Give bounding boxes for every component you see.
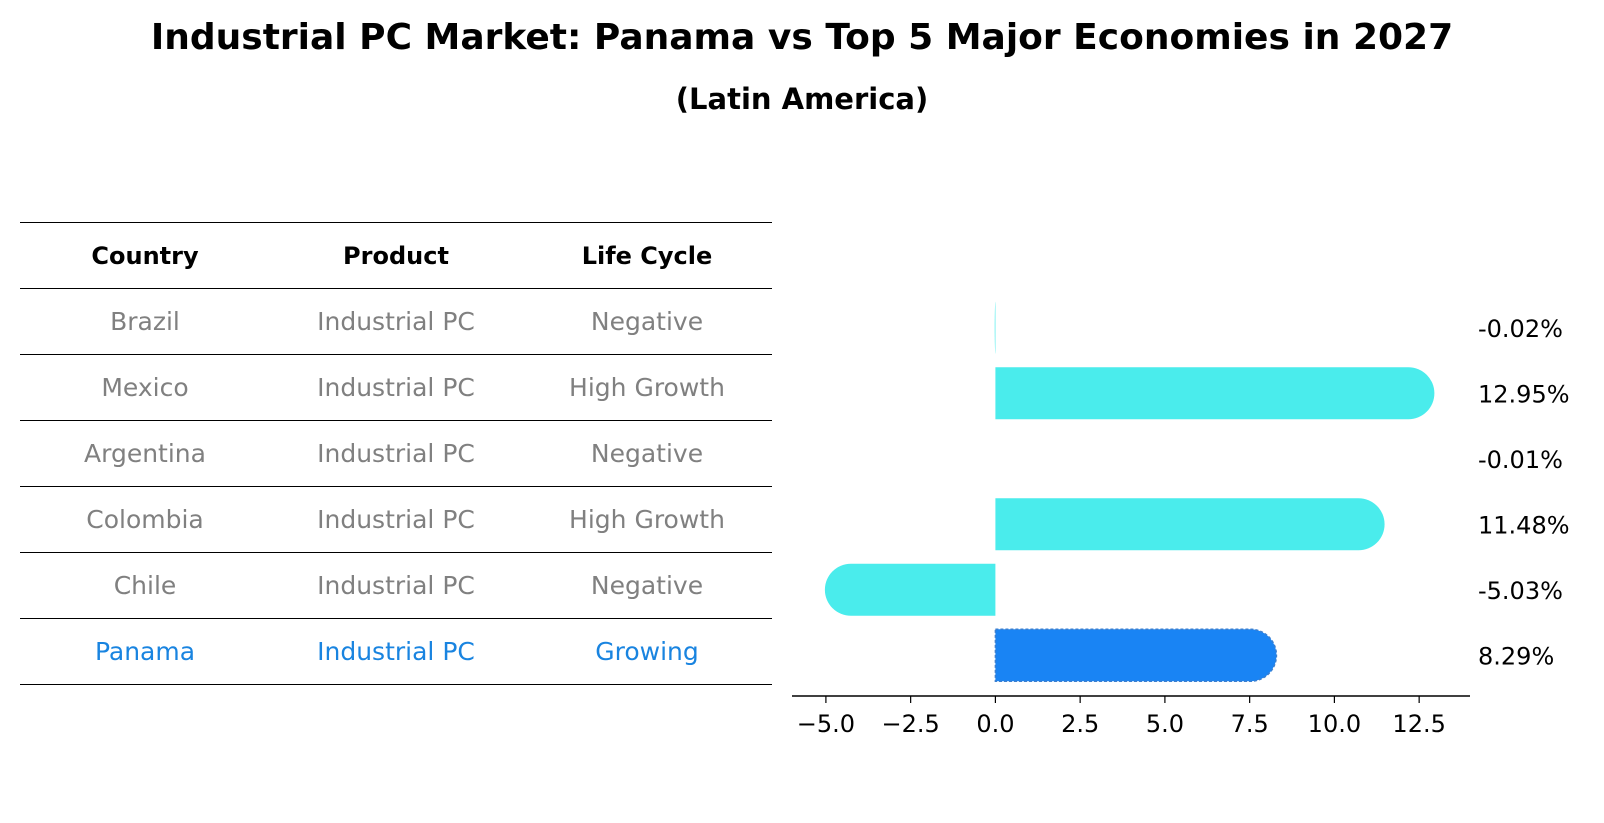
x-tick-label: 7.5	[1231, 710, 1269, 738]
cell-life-cycle: Negative	[522, 552, 772, 619]
data-label-chile: -5.03%	[1478, 577, 1563, 605]
x-tick-label: −5.0	[797, 710, 855, 738]
header-life-cycle: Life Cycle	[522, 222, 772, 289]
chart-subtitle: (Latin America)	[675, 82, 929, 116]
cell-country: Panama	[20, 618, 270, 685]
table-row: Brazil Industrial PC Negative	[20, 288, 772, 355]
cell-country: Colombia	[20, 486, 270, 553]
data-label-colombia: 11.48%	[1478, 511, 1570, 539]
cell-product: Industrial PC	[270, 354, 522, 421]
x-tick-label: −2.5	[882, 710, 940, 738]
table-row-highlight: Panama Industrial PC Growing	[20, 618, 772, 685]
cell-product: Industrial PC	[270, 486, 522, 553]
chart-title: Industrial PC Market: Panama vs Top 5 Ma…	[150, 17, 1454, 58]
table-row: Chile Industrial PC Negative	[20, 552, 772, 619]
cell-life-cycle: Negative	[522, 288, 772, 355]
header-product: Product	[270, 222, 522, 289]
data-label-panama: 8.29%	[1478, 642, 1554, 670]
x-tick-label: 2.5	[1061, 710, 1099, 738]
bar-colombia	[995, 498, 1385, 551]
table-row: Argentina Industrial PC Negative	[20, 420, 772, 487]
cell-country: Argentina	[20, 420, 270, 487]
cell-product: Industrial PC	[270, 420, 522, 487]
cell-life-cycle: High Growth	[522, 354, 772, 421]
data-label-argentina: -0.01%	[1478, 446, 1563, 474]
data-label-mexico: 12.95%	[1478, 380, 1570, 408]
cell-life-cycle: Negative	[522, 420, 772, 487]
bar-mexico	[995, 367, 1435, 420]
table-row: Mexico Industrial PC High Growth	[20, 354, 772, 421]
x-tick-label: 10.0	[1308, 710, 1361, 738]
cell-country: Mexico	[20, 354, 270, 421]
x-tick-label: 5.0	[1146, 710, 1184, 738]
cell-life-cycle: Growing	[522, 618, 772, 685]
cell-life-cycle: High Growth	[522, 486, 772, 553]
x-tick-label: 0.0	[976, 710, 1014, 738]
bar-panama	[994, 628, 1278, 682]
data-label-brazil: -0.02%	[1478, 315, 1563, 343]
cell-product: Industrial PC	[270, 552, 522, 619]
cell-product: Industrial PC	[270, 288, 522, 355]
cell-country: Chile	[20, 552, 270, 619]
cell-country: Brazil	[20, 288, 270, 355]
country-table: Country Product Life Cycle Brazil Indust…	[20, 222, 772, 685]
table-header-row: Country Product Life Cycle	[20, 222, 772, 289]
bar-chile	[824, 563, 996, 616]
x-tick-label: 12.5	[1392, 710, 1445, 738]
header-country: Country	[20, 222, 270, 289]
cell-product: Industrial PC	[270, 618, 522, 685]
bar-brazil	[994, 301, 996, 354]
table-row: Colombia Industrial PC High Growth	[20, 486, 772, 553]
